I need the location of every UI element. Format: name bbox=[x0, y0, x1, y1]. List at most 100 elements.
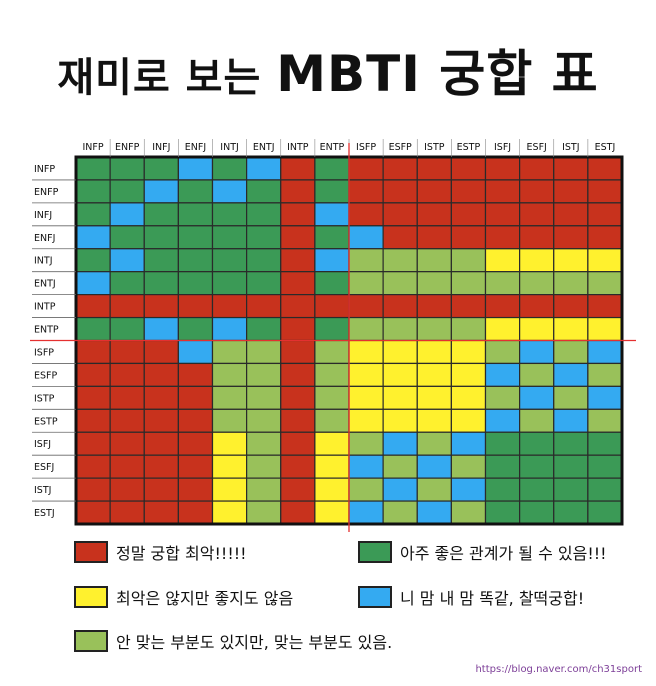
heatmap-cell bbox=[143, 156, 179, 181]
heatmap-cell bbox=[382, 294, 418, 319]
heatmap-cell bbox=[246, 316, 282, 342]
heatmap-cell bbox=[553, 500, 589, 525]
heatmap-cell bbox=[109, 202, 145, 227]
row-label: ENTJ bbox=[34, 279, 56, 290]
heatmap-cell bbox=[109, 294, 145, 319]
heatmap-cell bbox=[382, 385, 418, 410]
heatmap-cell bbox=[348, 316, 384, 342]
heatmap-cell bbox=[143, 431, 179, 456]
heatmap-cell bbox=[211, 362, 248, 387]
legend-swatch bbox=[358, 586, 392, 608]
heatmap-cell bbox=[109, 477, 145, 502]
heatmap-cell bbox=[280, 339, 316, 365]
heatmap-cell bbox=[143, 500, 179, 525]
heatmap-cell bbox=[314, 294, 350, 319]
heatmap-cell bbox=[450, 339, 487, 365]
row-label: INTJ bbox=[34, 256, 53, 267]
heatmap-cell bbox=[280, 454, 316, 479]
heatmap-cell bbox=[416, 339, 452, 365]
legend-item: 니 맘 내 맘 똑같, 찰떡궁합! bbox=[358, 585, 584, 609]
heatmap-cell bbox=[416, 385, 452, 410]
legend-label: 아주 좋은 관계가 될 수 있음!!! bbox=[400, 544, 607, 563]
heatmap-cell bbox=[246, 271, 282, 296]
column-label: ISFJ bbox=[494, 142, 511, 153]
heatmap-cell bbox=[246, 339, 282, 365]
heatmap-cell bbox=[450, 408, 487, 433]
legend-item: 아주 좋은 관계가 될 수 있음!!! bbox=[358, 540, 607, 564]
heatmap-cell bbox=[314, 179, 350, 204]
heatmap-cell bbox=[280, 248, 316, 273]
row-label: ENTP bbox=[34, 325, 59, 336]
column-label: ENFJ bbox=[185, 142, 206, 153]
heatmap-cell bbox=[75, 454, 111, 479]
heatmap-cell bbox=[382, 202, 418, 227]
heatmap-cell bbox=[450, 500, 487, 525]
legend-swatch bbox=[358, 541, 392, 563]
heatmap-cell bbox=[75, 339, 111, 365]
heatmap-cell bbox=[109, 225, 145, 250]
heatmap-cell bbox=[246, 225, 282, 250]
heatmap-cell bbox=[416, 202, 452, 227]
heatmap-cell bbox=[519, 248, 555, 273]
heatmap-cell bbox=[519, 339, 555, 365]
heatmap-cell bbox=[553, 339, 589, 365]
heatmap-cell bbox=[348, 408, 384, 433]
heatmap-cell bbox=[519, 294, 555, 319]
heatmap-cell bbox=[177, 179, 214, 204]
row-label: ENFP bbox=[34, 187, 59, 198]
heatmap-cell bbox=[587, 202, 623, 227]
heatmap-cell bbox=[314, 454, 350, 479]
heatmap-cell bbox=[587, 454, 623, 479]
title-emphasis: MBTI 궁합 표 bbox=[276, 45, 599, 103]
heatmap-cell bbox=[519, 454, 555, 479]
heatmap-cell bbox=[348, 454, 384, 479]
heatmap-cell bbox=[382, 362, 418, 387]
heatmap-cell bbox=[416, 454, 452, 479]
column-label: ISFP bbox=[356, 142, 376, 153]
heatmap-cell bbox=[484, 294, 521, 319]
heatmap-cell bbox=[484, 248, 521, 273]
legend-item: 정말 궁합 최악!!!!! bbox=[74, 540, 247, 564]
heatmap-cell bbox=[280, 385, 316, 410]
heatmap-cell bbox=[314, 362, 350, 387]
heatmap-cell bbox=[484, 225, 521, 250]
heatmap-cell bbox=[280, 202, 316, 227]
heatmap-cell bbox=[553, 179, 589, 204]
heatmap-cell bbox=[484, 316, 521, 342]
heatmap-cell bbox=[280, 408, 316, 433]
heatmap-cell bbox=[519, 271, 555, 296]
heatmap-cell bbox=[348, 248, 384, 273]
heatmap-cell bbox=[553, 271, 589, 296]
heatmap-cell bbox=[143, 179, 179, 204]
heatmap-cell bbox=[211, 316, 248, 342]
heatmap-cell bbox=[280, 316, 316, 342]
heatmap-cell bbox=[109, 156, 145, 181]
heatmap-cell bbox=[246, 385, 282, 410]
heatmap-cell bbox=[177, 248, 214, 273]
column-label: ISTJ bbox=[562, 142, 579, 153]
heatmap-cell bbox=[484, 271, 521, 296]
heatmap-cell bbox=[484, 385, 521, 410]
heatmap-cell bbox=[75, 431, 111, 456]
heatmap-cell bbox=[519, 316, 555, 342]
heatmap-cell bbox=[450, 179, 487, 204]
heatmap-cell bbox=[587, 477, 623, 502]
heatmap-cell bbox=[382, 225, 418, 250]
column-label: INFP bbox=[83, 142, 104, 153]
heatmap-cell bbox=[382, 179, 418, 204]
heatmap-cell bbox=[143, 316, 179, 342]
heatmap-cell bbox=[382, 271, 418, 296]
heatmap-cell bbox=[143, 385, 179, 410]
heatmap-cell bbox=[246, 202, 282, 227]
heatmap-cell bbox=[280, 431, 316, 456]
legend-label: 니 맘 내 맘 똑같, 찰떡궁합! bbox=[400, 589, 585, 608]
heatmap-cell bbox=[246, 294, 282, 319]
heatmap-cell bbox=[177, 225, 214, 250]
heatmap-cell bbox=[314, 156, 350, 181]
heatmap-cell bbox=[348, 477, 384, 502]
heatmap-cell bbox=[211, 294, 248, 319]
heatmap-cell bbox=[519, 156, 555, 181]
heatmap-cell bbox=[553, 294, 589, 319]
heatmap-cell bbox=[314, 477, 350, 502]
heatmap-cell bbox=[246, 431, 282, 456]
